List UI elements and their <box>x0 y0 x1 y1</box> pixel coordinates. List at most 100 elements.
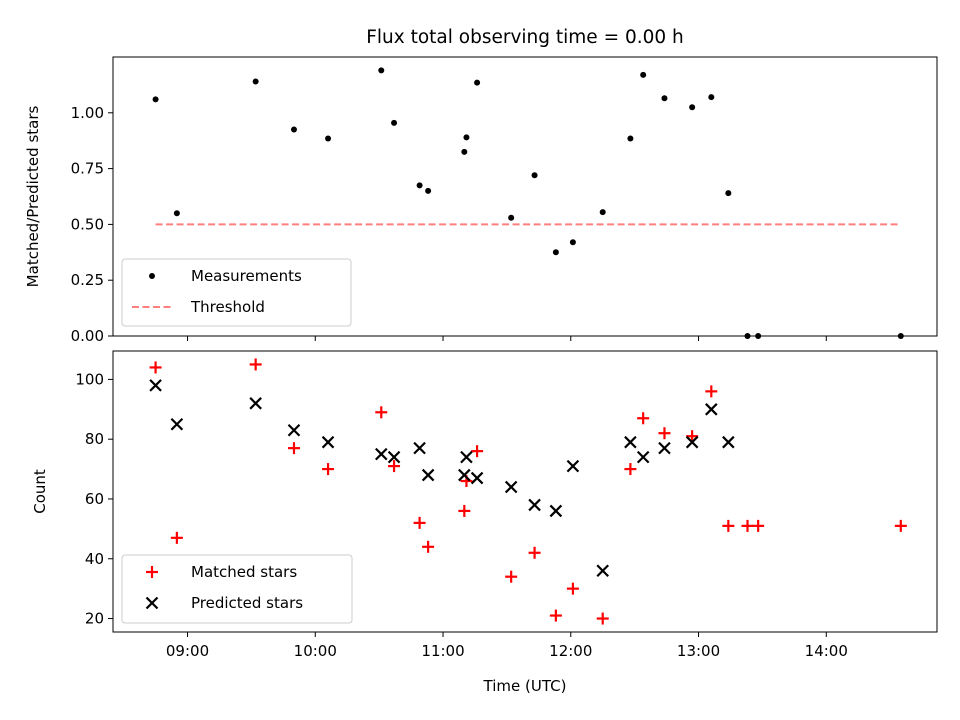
predicted-star-marker-15 <box>566 459 580 473</box>
measurement-point-21 <box>708 94 715 101</box>
matched-star-marker-22 <box>722 519 735 532</box>
matched-star-marker-17 <box>624 463 637 476</box>
matched-star-marker-18 <box>637 412 650 425</box>
measurement-point-12 <box>508 214 515 221</box>
legend-entry-0: Matched stars <box>146 563 297 581</box>
predicted-star-marker-1 <box>170 417 184 431</box>
marker-stroke <box>249 397 262 410</box>
matched-star-marker-20 <box>686 430 699 443</box>
marker-stroke <box>549 504 563 518</box>
legend-swatch <box>149 273 155 279</box>
marker-stroke <box>528 498 541 512</box>
matched-star-marker-5 <box>375 406 388 419</box>
predicted-star-marker-3 <box>287 423 301 437</box>
measurement-point-0 <box>152 96 159 103</box>
measurement-point-16 <box>599 209 606 216</box>
marker-stroke <box>596 564 609 577</box>
x-tick-label: 14:00 <box>805 642 848 660</box>
matched-star-marker-24 <box>752 519 765 532</box>
matched-star-marker-8 <box>422 540 435 553</box>
marker-stroke <box>705 403 718 416</box>
measurement-point-9 <box>461 148 468 155</box>
predicted-star-marker-6 <box>387 450 401 464</box>
legend-label: Matched stars <box>191 563 297 581</box>
x-axis-label: Time (UTC) <box>483 677 567 695</box>
measurement-point-20 <box>689 104 696 111</box>
measurement-point-11 <box>474 79 481 86</box>
y-axis-label: Matched/Predicted stars <box>24 106 42 288</box>
marker-stroke <box>504 480 518 494</box>
matched-star-marker-1 <box>170 531 183 544</box>
marker-stroke <box>421 468 435 482</box>
measurement-point-2 <box>252 78 259 85</box>
y-tick-label: 20 <box>85 610 104 628</box>
y-tick-label: 100 <box>75 370 104 388</box>
predicted-star-marker-7 <box>413 441 426 455</box>
predicted-star-marker-5 <box>375 447 388 461</box>
axes-frame <box>112 350 938 633</box>
matched-star-marker-12 <box>505 570 518 583</box>
y-tick-label: 0.50 <box>71 215 104 233</box>
series-0-0 <box>152 67 904 339</box>
matched-star-marker-15 <box>566 582 579 595</box>
matched-star-marker-16 <box>596 612 609 625</box>
measurement-point-17 <box>627 135 634 142</box>
predicted-star-marker-16 <box>596 564 609 577</box>
y-tick-label: 0.75 <box>71 160 104 178</box>
marker-stroke <box>685 435 699 449</box>
predicted-star-marker-11 <box>470 471 484 485</box>
matched-star-marker-11 <box>471 445 484 458</box>
x-tick-label: 10:00 <box>294 642 337 660</box>
series-1-1 <box>149 379 735 577</box>
y-tick-label: 1.00 <box>71 104 104 122</box>
ratio-panel: 0.00 0.25 0.50 0.75 1.00 Matched/Predicted st… <box>24 56 938 345</box>
count-panel: 20 40 60 80 100 09:00 10:00 11:00 12:00 13:00 14:0… <box>31 350 938 695</box>
marker-stroke <box>460 450 473 464</box>
measurement-point-6 <box>391 119 398 126</box>
y-tick-label: 40 <box>85 550 104 568</box>
measurement-point-3 <box>290 126 297 133</box>
marker-stroke <box>321 435 335 449</box>
predicted-star-marker-19 <box>658 441 671 455</box>
matched-star-marker-21 <box>705 385 718 398</box>
marker-stroke <box>722 435 735 449</box>
y-tick-label: 0.00 <box>71 327 104 345</box>
matched-star-marker-14 <box>549 609 562 622</box>
marker-stroke <box>413 441 426 455</box>
measurement-point-1 <box>173 210 180 217</box>
matched-star-marker-9 <box>458 504 471 517</box>
legend-label: Measurements <box>191 267 302 285</box>
legend-swatch <box>145 596 159 610</box>
measurement-point-8 <box>425 187 432 194</box>
legend: Measurements Threshold <box>121 258 352 327</box>
x-tick-label: 13:00 <box>677 642 720 660</box>
predicted-star-marker-14 <box>549 504 563 518</box>
matched-star-marker-7 <box>413 516 426 529</box>
marker-stroke <box>566 459 580 473</box>
axes-frame <box>112 56 938 337</box>
measurement-point-18 <box>640 71 647 78</box>
legend: Matched stars Predicted stars <box>121 554 353 624</box>
measurement-point-5 <box>378 67 385 74</box>
matched-star-marker-2 <box>249 358 262 371</box>
marker-stroke <box>149 379 162 392</box>
marker-stroke <box>387 450 401 464</box>
y-axis-label: Count <box>31 469 49 514</box>
legend-label: Predicted stars <box>191 594 303 612</box>
measurement-point-15 <box>569 239 576 246</box>
measurement-point-4 <box>325 135 332 142</box>
measurement-point-19 <box>661 95 668 102</box>
predicted-star-marker-4 <box>321 435 335 449</box>
x-tick-label: 12:00 <box>549 642 592 660</box>
predicted-star-marker-9 <box>458 468 471 482</box>
legend-box <box>121 554 353 624</box>
measurement-point-14 <box>552 249 559 256</box>
marker-stroke <box>624 435 637 449</box>
measurement-point-10 <box>463 134 470 141</box>
marker-stroke <box>375 447 388 461</box>
legend-label: Threshold <box>190 298 265 316</box>
predicted-star-marker-22 <box>722 435 735 449</box>
predicted-star-marker-2 <box>249 397 262 410</box>
matched-star-marker-0 <box>149 361 162 374</box>
